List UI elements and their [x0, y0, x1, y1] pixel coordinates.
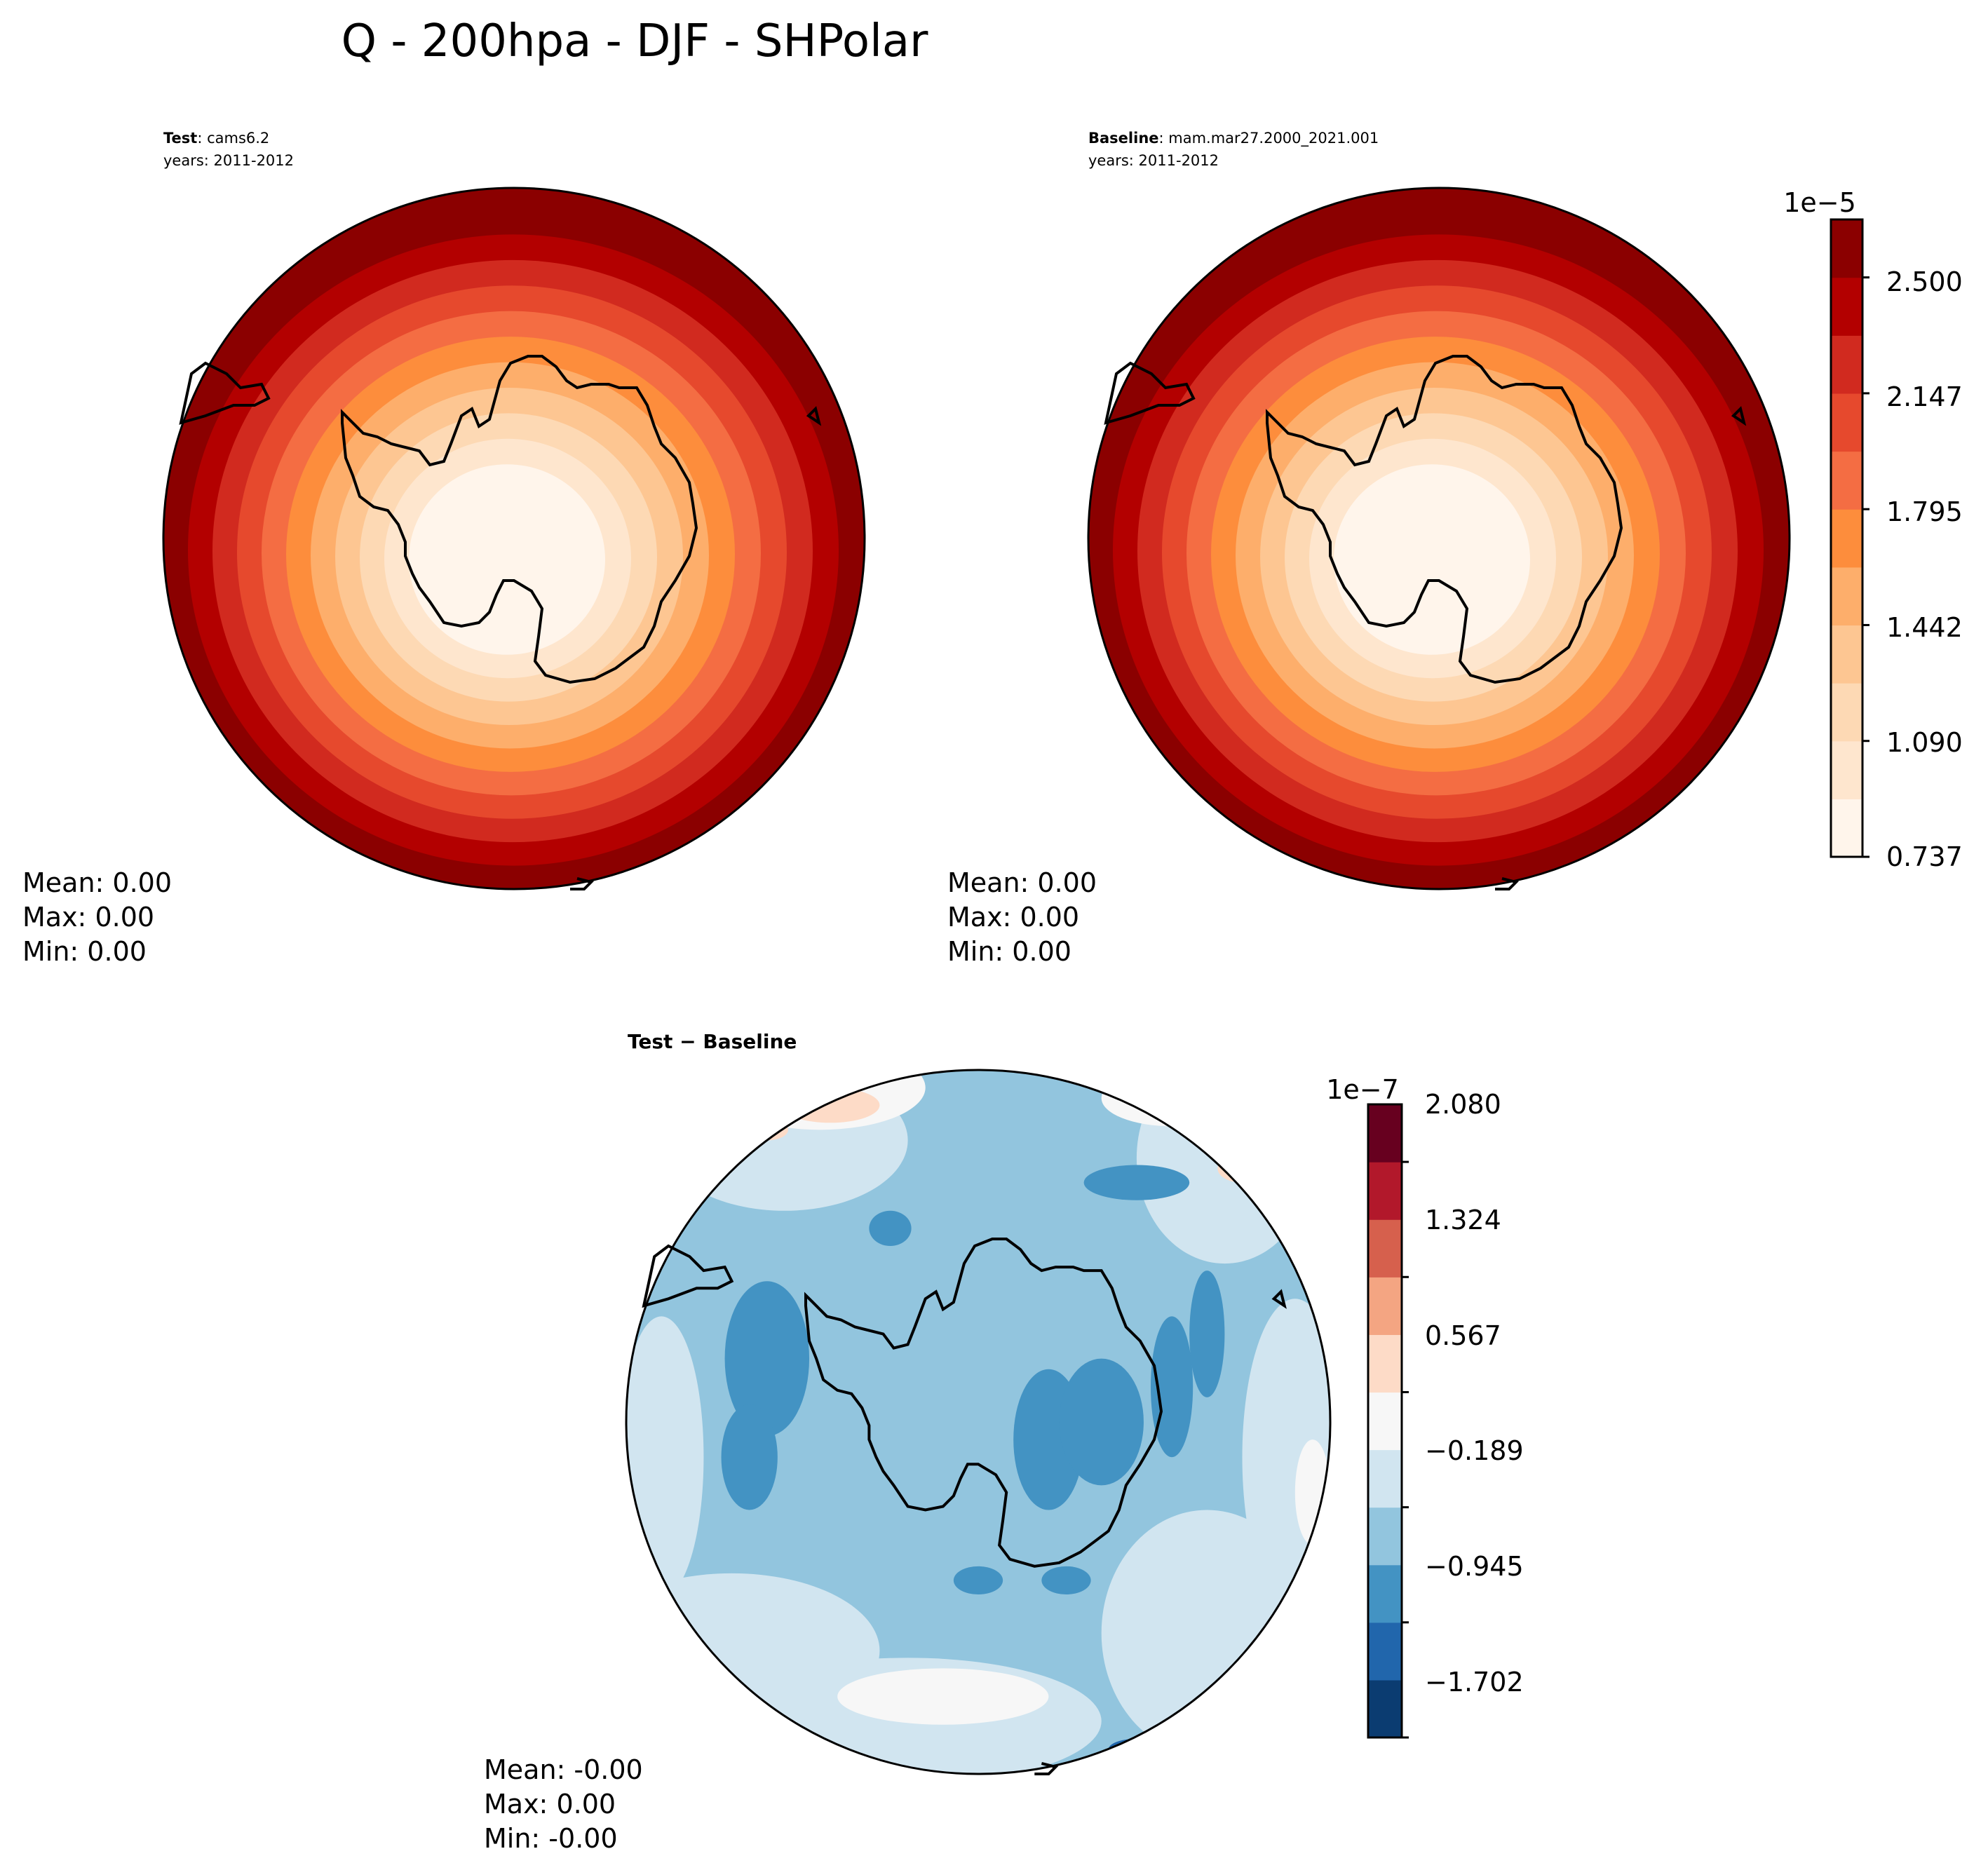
- panel-test-max: Max: 0.00: [22, 902, 154, 933]
- colorbar-band: [1368, 1449, 1402, 1508]
- panel-baseline-years: years: 2011-2012: [1088, 152, 1219, 169]
- panel-diff-max: Max: 0.00: [484, 1789, 616, 1820]
- colorbar-top: 1e−5 0.737 1.090 1.442 1.795 2.147 2.500: [1783, 187, 1963, 872]
- panel-test-heading: Test: cams6.2: [163, 130, 269, 147]
- colorbar-top-tick-label: 0.737: [1886, 841, 1963, 872]
- panel-diff-mean: Mean: -0.00: [484, 1754, 643, 1785]
- panel-test-years: years: 2011-2012: [163, 152, 294, 169]
- colorbar-diff-bands: [1368, 1104, 1402, 1738]
- colorbar-diff-tick-label: −1.702: [1425, 1667, 1524, 1698]
- map-test: [162, 187, 866, 890]
- colorbar-diff-ticks: [1402, 1160, 1409, 1739]
- coastline-island: [1495, 877, 1519, 890]
- contour-band: [1083, 1165, 1190, 1200]
- colorbar-top-tick-label: 1.442: [1886, 612, 1963, 643]
- colorbar-band: [1831, 219, 1862, 278]
- figure-title: Q - 200hpa - DJF - SHPolar: [342, 15, 928, 67]
- map-field: [626, 1070, 1330, 1774]
- colorbar-band: [1368, 1162, 1402, 1220]
- panel-test: Test: cams6.2 years: 2011-2012 Mean: 0.0…: [22, 130, 866, 967]
- contour-band: [1150, 1316, 1194, 1458]
- colorbar-top-offset: 1e−5: [1783, 187, 1856, 218]
- map-boundary: [625, 1069, 1332, 1775]
- colorbar-band: [1368, 1277, 1402, 1335]
- panel-test-heading-bold: Test: [163, 130, 197, 147]
- coastline-island: [1731, 406, 1747, 426]
- map-boundary: [1087, 187, 1791, 890]
- panel-test-mean: Mean: 0.00: [22, 867, 172, 898]
- colorbar-band: [1831, 393, 1862, 452]
- colorbar-band: [1368, 1104, 1402, 1163]
- colorbar-top-ticks: [1862, 276, 1869, 858]
- panel-baseline-heading: Baseline: mam.mar27.2000_2021.001: [1088, 130, 1379, 147]
- panel-test-min: Min: 0.00: [22, 936, 147, 967]
- coastline-south-america: [179, 361, 271, 425]
- colorbar-diff-tick-label: 0.567: [1425, 1320, 1501, 1351]
- contour-band: [724, 1281, 810, 1437]
- contour-band: [869, 1210, 912, 1246]
- coastline-island: [1034, 1761, 1059, 1775]
- colorbar-diff-offset: 1e−7: [1326, 1074, 1399, 1105]
- colorbar-band: [1368, 1564, 1402, 1623]
- colorbar-diff-tick-label: −0.945: [1425, 1551, 1524, 1582]
- colorbar-top-frame: [1830, 218, 1864, 858]
- panel-baseline-heading-rest: : mam.mar27.2000_2021.001: [1159, 130, 1379, 147]
- colorbar-band: [1831, 509, 1862, 568]
- coastline-antarctica: [341, 355, 698, 684]
- colorbar-top-tick-label: 2.500: [1886, 266, 1963, 297]
- coastline-south-america: [642, 1244, 734, 1308]
- contour-band: [1059, 1358, 1144, 1486]
- colorbar-band: [1831, 625, 1862, 684]
- colorbar-band: [1368, 1679, 1402, 1738]
- panel-baseline: Baseline: mam.mar27.2000_2021.001 years:…: [947, 130, 1791, 967]
- panel-baseline-mean: Mean: 0.00: [947, 867, 1097, 898]
- colorbar-band: [1831, 451, 1862, 510]
- colorbar-top-tick-label: 1.795: [1886, 496, 1963, 527]
- panel-test-heading-rest: : cams6.2: [197, 130, 269, 147]
- panel-diff: Test − Baseline Mean: -0.00 Max: 0.00 Mi…: [484, 1030, 1332, 1854]
- colorbar-diff-tick-label: 2.080: [1425, 1089, 1501, 1120]
- coastline-antarctica: [1266, 355, 1623, 684]
- panel-diff-min: Min: -0.00: [484, 1823, 618, 1854]
- coastline-antarctica: [804, 1238, 1163, 1568]
- colorbar-diff-tick-label: 1.324: [1425, 1205, 1501, 1235]
- colorbar-band: [1368, 1219, 1402, 1278]
- colorbar-band: [1831, 335, 1862, 394]
- panel-diff-heading: Test − Baseline: [628, 1030, 797, 1053]
- panel-baseline-heading-bold: Baseline: [1088, 130, 1159, 147]
- contour-band: [1041, 1566, 1091, 1594]
- colorbar-band: [1368, 1392, 1402, 1451]
- colorbar-diff: 1e−7 −1.702 −0.945 −0.189 0.567 1.324 2.…: [1326, 1074, 1524, 1739]
- contour-band: [837, 1668, 1049, 1725]
- coastline-south-america: [1104, 361, 1196, 425]
- contour-band: [1189, 1271, 1225, 1397]
- contour-band: [409, 464, 605, 655]
- colorbar-top-bands: [1831, 219, 1862, 858]
- colorbar-top-tick-label: 1.090: [1886, 727, 1963, 758]
- colorbar-band: [1831, 277, 1862, 336]
- coastline-island: [570, 877, 594, 890]
- contour-band: [1334, 464, 1530, 655]
- colorbar-band: [1831, 683, 1862, 742]
- map-diff: [625, 1069, 1332, 1775]
- colorbar-band: [1831, 740, 1862, 799]
- map-boundary: [162, 187, 866, 890]
- coastline-island: [1271, 1289, 1287, 1309]
- colorbar-band: [1368, 1334, 1402, 1393]
- colorbar-band: [1831, 799, 1862, 858]
- coastline-island: [806, 406, 822, 426]
- colorbar-top-tick-label: 2.147: [1886, 381, 1963, 412]
- contour-band: [953, 1566, 1003, 1594]
- colorbar-diff-frame: [1367, 1103, 1403, 1739]
- colorbar-diff-tick-label: −0.189: [1425, 1435, 1524, 1466]
- colorbar-band: [1368, 1507, 1402, 1566]
- panel-baseline-max: Max: 0.00: [947, 902, 1079, 933]
- map-baseline: [1087, 187, 1791, 890]
- contour-band: [721, 1404, 778, 1510]
- colorbar-band: [1831, 567, 1862, 626]
- panel-baseline-min: Min: 0.00: [947, 936, 1071, 967]
- colorbar-band: [1368, 1622, 1402, 1681]
